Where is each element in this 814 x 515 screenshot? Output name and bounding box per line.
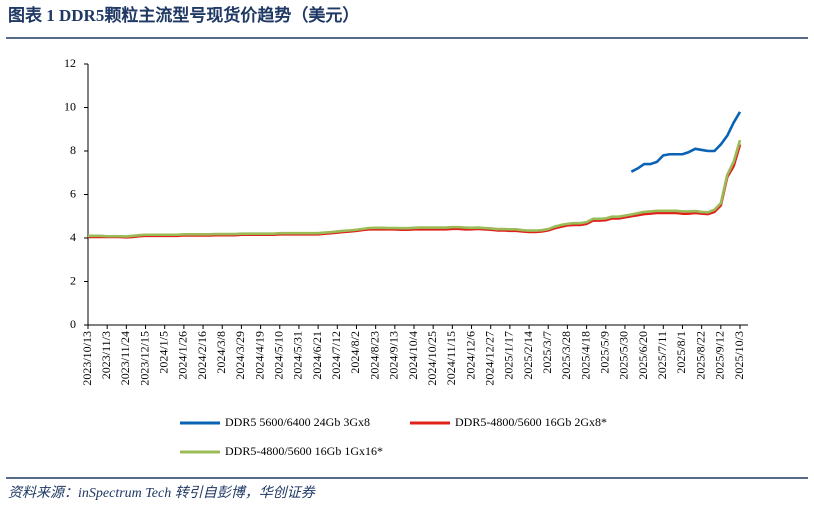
x-tick-label: 2024/11/15 bbox=[444, 331, 458, 385]
y-tick-label: 2 bbox=[70, 273, 76, 287]
x-tick-label: 2024/3/8 bbox=[214, 331, 228, 374]
series-line bbox=[88, 144, 742, 239]
x-tick-label: 2024/9/13 bbox=[387, 331, 401, 380]
source-note: 资料来源：inSpectrum Tech 转引自彭博，华创证券 bbox=[8, 485, 316, 501]
x-tick-label: 2023/11/3 bbox=[99, 331, 113, 379]
x-tick-label: 2024/5/10 bbox=[272, 331, 286, 380]
x-tick-label: 2024/8/2 bbox=[348, 331, 362, 374]
x-tick-label: 2025/3/7 bbox=[540, 331, 554, 374]
x-tick-label: 2024/1/26 bbox=[176, 331, 190, 380]
x-tick-label: 2024/3/29 bbox=[233, 331, 247, 380]
y-tick-label: 8 bbox=[70, 143, 76, 157]
x-tick-label: 2024/10/25 bbox=[425, 331, 439, 386]
x-tick-label: 2024/8/23 bbox=[367, 331, 381, 380]
series-line bbox=[630, 111, 742, 173]
x-tick-label: 2023/10/13 bbox=[80, 331, 94, 386]
x-tick-label: 2025/9/12 bbox=[713, 331, 727, 380]
x-tick-label: 2025/4/18 bbox=[578, 331, 592, 380]
x-tick-label: 2025/8/1 bbox=[674, 331, 688, 374]
series-line bbox=[88, 139, 742, 238]
legend-label: DDR5 5600/6400 24Gb 3Gx8 bbox=[225, 415, 370, 429]
x-tick-label: 2024/2/16 bbox=[195, 331, 209, 380]
x-tick-label: 2024/6/21 bbox=[310, 331, 324, 380]
x-tick-label: 2025/1/17 bbox=[502, 331, 516, 380]
x-tick-label: 2025/10/3 bbox=[732, 331, 746, 380]
x-tick-label: 2023/12/15 bbox=[137, 331, 151, 386]
x-tick-label: 2025/5/9 bbox=[598, 331, 612, 374]
x-tick-label: 2023/11/24 bbox=[118, 331, 132, 385]
x-tick-label: 2025/7/11 bbox=[655, 331, 669, 379]
y-tick-label: 0 bbox=[70, 317, 76, 331]
x-tick-label: 2024/12/27 bbox=[482, 331, 496, 386]
x-tick-label: 2024/5/31 bbox=[291, 331, 305, 380]
x-tick-label: 2025/3/28 bbox=[559, 331, 573, 380]
x-tick-label: 2025/6/20 bbox=[636, 331, 650, 380]
y-tick-label: 12 bbox=[64, 56, 76, 70]
x-tick-label: 2024/1/5 bbox=[156, 331, 170, 374]
x-tick-label: 2025/2/14 bbox=[521, 331, 535, 380]
y-tick-label: 4 bbox=[70, 230, 76, 244]
x-tick-label: 2024/7/12 bbox=[329, 331, 343, 380]
legend-label: DDR5-4800/5600 16Gb 1Gx16* bbox=[225, 444, 383, 458]
x-tick-label: 2024/10/4 bbox=[406, 331, 420, 380]
x-tick-label: 2025/5/30 bbox=[617, 331, 631, 380]
legend-label: DDR5-4800/5600 16Gb 2Gx8* bbox=[455, 415, 607, 429]
x-tick-label: 2025/8/22 bbox=[693, 331, 707, 380]
x-tick-label: 2024/4/19 bbox=[252, 331, 266, 380]
y-tick-label: 10 bbox=[64, 99, 76, 113]
chart-title: 图表 1 DDR5颗粒主流型号现货价趋势（美元） bbox=[8, 5, 359, 25]
x-tick-label: 2024/12/6 bbox=[463, 331, 477, 380]
y-tick-label: 6 bbox=[70, 186, 76, 200]
